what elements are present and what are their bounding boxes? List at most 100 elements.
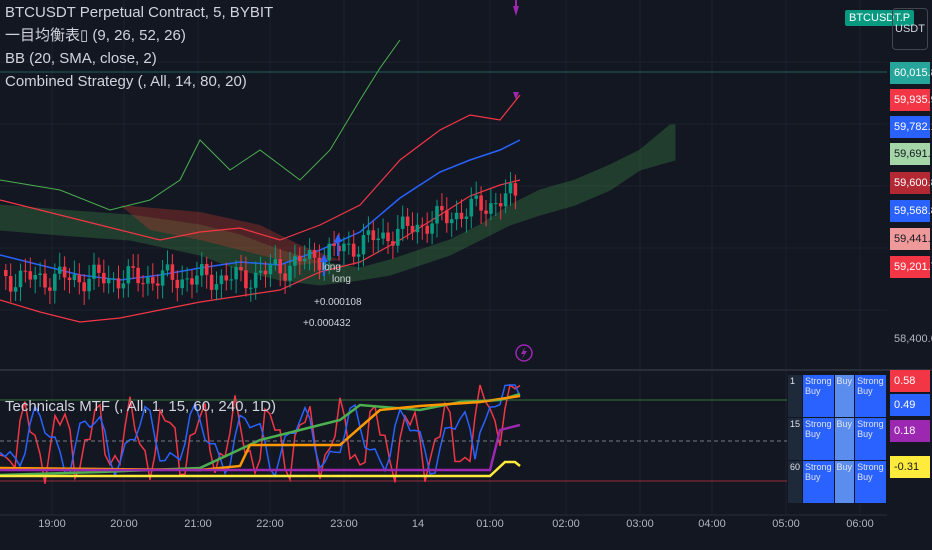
trade-label-long: long xyxy=(322,262,341,273)
candle-body xyxy=(445,210,449,224)
indicator-axis-label: 0.58 xyxy=(890,370,930,392)
time-axis-label: 02:00 xyxy=(552,518,580,530)
candle-body xyxy=(170,264,175,280)
candle-body xyxy=(204,264,209,275)
candle-body xyxy=(244,270,248,289)
currency-button[interactable]: USDT xyxy=(892,8,928,50)
candle-body xyxy=(28,271,33,280)
candle-body xyxy=(102,272,106,284)
bb-upper xyxy=(0,94,521,241)
candle-body xyxy=(366,230,371,236)
mtf-rating-cell: Buy xyxy=(833,417,856,461)
legend-technicals[interactable]: Technicals MTF (, All, 1, 15, 60, 240, 1… xyxy=(5,398,276,415)
candle-body xyxy=(229,279,233,281)
candle-body xyxy=(489,203,493,214)
mtf-rating-cell: Strong Buy xyxy=(854,417,887,461)
osc-line-orange xyxy=(0,394,521,472)
candle-body xyxy=(278,259,282,274)
candle-body xyxy=(454,212,459,220)
candle-body xyxy=(38,273,42,275)
mtf-table-row: 15 Strong Buy Buy Strong Buy xyxy=(786,417,887,461)
candle-body xyxy=(97,264,101,273)
candle-body xyxy=(405,216,410,226)
candle-body xyxy=(440,206,444,211)
candle-body xyxy=(136,267,140,284)
mtf-table: 1 Strong Buy Buy Strong Buy 15 Strong Buy Buy S… xyxy=(786,374,887,504)
candle-body xyxy=(288,265,292,281)
candle-body xyxy=(106,278,111,284)
mtf-rating-cell: Strong Buy xyxy=(802,374,835,418)
time-axis-label: 22:00 xyxy=(256,518,284,530)
candle-body xyxy=(503,193,508,207)
osc-line-yellow xyxy=(0,460,521,478)
candle-body xyxy=(146,277,150,284)
candle-body xyxy=(121,283,126,289)
candle-body xyxy=(513,183,518,196)
candle-body xyxy=(386,232,390,242)
candle-body xyxy=(332,243,336,246)
cloud-bull xyxy=(0,124,676,286)
price-axis-label: 59,568.8 xyxy=(890,200,932,222)
candle-body xyxy=(87,278,91,292)
grid-lines xyxy=(0,0,887,515)
mtf-table-row: 1 Strong Buy Buy Strong Buy xyxy=(786,374,887,418)
candle-body xyxy=(8,276,13,292)
candle-body xyxy=(165,264,170,271)
mtf-timeframe-cell: 60 xyxy=(786,460,804,504)
candle-body xyxy=(180,279,184,289)
lightning-icon[interactable] xyxy=(515,344,533,362)
candle-body xyxy=(53,273,57,291)
candle-body xyxy=(361,235,366,255)
indicator-axis-label: -0.31 xyxy=(890,456,930,478)
candle-body xyxy=(18,270,23,288)
candle-body xyxy=(494,203,498,205)
candle-body xyxy=(347,243,351,245)
candle-body xyxy=(381,232,385,239)
mtf-oscillator-lines xyxy=(0,383,521,484)
candle-body xyxy=(396,228,400,246)
mtf-timeframe-cell: 15 xyxy=(786,417,804,461)
price-axis-label: 59,600.8 xyxy=(890,172,932,194)
legend-bb[interactable]: BB (20, SMA, close, 2) xyxy=(5,50,157,67)
legend-strategy[interactable]: Combined Strategy (, All, 14, 80, 20) xyxy=(5,73,247,90)
candle-body xyxy=(479,195,483,211)
symbol-badge[interactable]: BTCUSDT.P xyxy=(845,10,915,26)
candle-body xyxy=(214,284,219,290)
candle-body xyxy=(410,225,415,233)
candle-body xyxy=(13,287,18,292)
mtf-rating-cell: Buy xyxy=(833,374,856,418)
candle-body xyxy=(312,249,317,258)
candlesticks xyxy=(4,172,518,305)
candle-body xyxy=(371,230,376,241)
candle-body xyxy=(175,279,180,289)
candle-body xyxy=(72,274,77,281)
candle-body xyxy=(131,266,135,268)
candle-body xyxy=(239,266,243,271)
candle-body xyxy=(33,274,37,280)
candle-body xyxy=(449,219,454,224)
ichimoku-cloud xyxy=(0,124,676,286)
candle-body xyxy=(283,273,287,281)
bb-lower xyxy=(0,179,521,323)
legend-symbol[interactable]: BTCUSDT Perpetual Contract, 5, BYBIT xyxy=(5,4,274,21)
price-axis-tick: 58,400.0 xyxy=(894,333,932,345)
legend-ichimoku[interactable]: 一目均衡表▯ (9, 26, 52, 26) xyxy=(5,27,186,44)
candle-body xyxy=(420,224,425,226)
candle-body xyxy=(351,243,356,257)
time-axis-label: 04:00 xyxy=(698,518,726,530)
candle-body xyxy=(23,270,28,272)
price-axis-label: 59,782.1 xyxy=(890,116,932,138)
price-axis-label: 59,691.5 xyxy=(890,143,932,165)
candle-body xyxy=(77,274,82,283)
candle-body xyxy=(67,277,72,281)
mtf-table-row: 60 Strong Buy Buy Strong Buy xyxy=(786,460,887,504)
mtf-timeframe-cell: 1 xyxy=(786,374,804,418)
long-arrow-icon xyxy=(334,234,342,256)
candle-body xyxy=(4,270,8,276)
candle-body xyxy=(268,264,273,275)
candle-body xyxy=(92,264,96,279)
candle-body xyxy=(57,266,62,274)
candle-body xyxy=(327,243,331,261)
price-axis-label: 59,201.7 xyxy=(890,256,932,278)
